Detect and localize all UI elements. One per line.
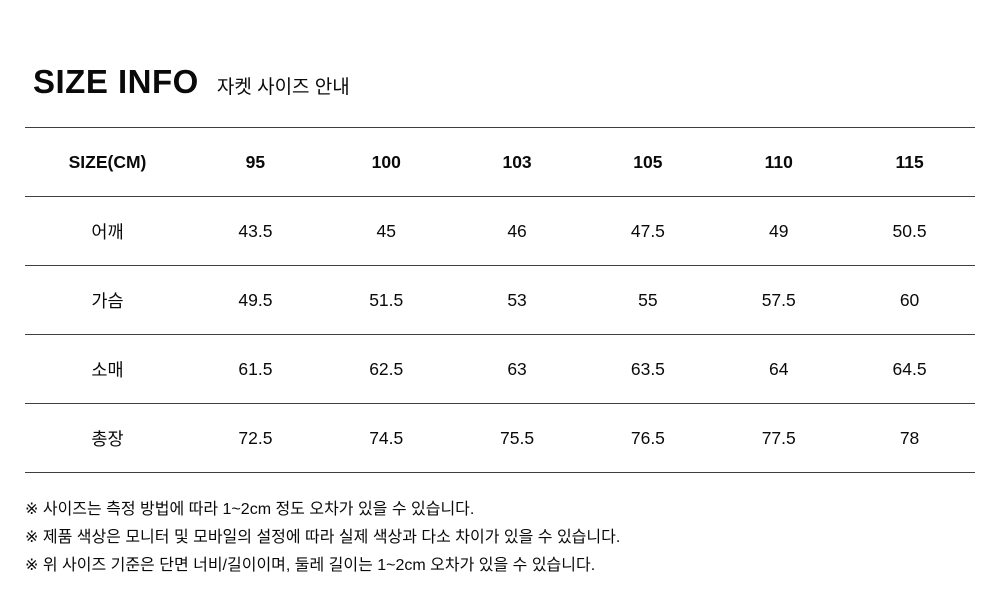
table-cell: 49 bbox=[713, 196, 845, 266]
table-row-chest: 가슴 49.5 51.5 53 55 57.5 60 bbox=[25, 265, 975, 335]
table-cell: 75.5 bbox=[451, 403, 583, 473]
table-row-shoulder: 어깨 43.5 45 46 47.5 49 50.5 bbox=[25, 196, 975, 266]
table-cell: 76.5 bbox=[582, 403, 714, 473]
table-cell: 77.5 bbox=[713, 403, 845, 473]
table-row-sleeve: 소매 61.5 62.5 63 63.5 64 64.5 bbox=[25, 334, 975, 404]
table-cell: 57.5 bbox=[713, 265, 845, 335]
table-cell: 63.5 bbox=[582, 334, 714, 404]
table-cell: 55 bbox=[582, 265, 714, 335]
table-header-row: SIZE(CM) 95 100 103 105 110 115 bbox=[25, 127, 975, 197]
footnotes: ※ 사이즈는 측정 방법에 따라 1~2cm 정도 오차가 있을 수 있습니다.… bbox=[25, 500, 1000, 575]
table-cell: 47.5 bbox=[582, 196, 714, 266]
footnote-size-tolerance: ※ 사이즈는 측정 방법에 따라 1~2cm 정도 오차가 있을 수 있습니다. bbox=[25, 501, 475, 518]
table-cell: 62.5 bbox=[320, 334, 452, 404]
footnote-color-difference: ※ 제품 색상은 모니터 및 모바일의 설정에 따라 실제 색상과 다소 차이가… bbox=[25, 529, 621, 546]
col-header-100: 100 bbox=[320, 127, 452, 197]
col-header-size-cm: SIZE(CM) bbox=[25, 127, 190, 197]
table-cell: 63 bbox=[451, 334, 583, 404]
table-cell: 64.5 bbox=[844, 334, 975, 404]
footnote-measurement-basis: ※ 위 사이즈 기준은 단면 너비/길이이며, 둘레 길이는 1~2cm 오차가… bbox=[25, 557, 596, 574]
table-cell: 50.5 bbox=[844, 196, 975, 266]
row-label-total-length: 총장 bbox=[25, 403, 190, 473]
table-cell: 64 bbox=[713, 334, 845, 404]
table-row-total-length: 총장 72.5 74.5 75.5 76.5 77.5 78 bbox=[25, 403, 975, 473]
col-header-95: 95 bbox=[190, 127, 321, 197]
col-header-115: 115 bbox=[844, 127, 975, 197]
table-cell: 78 bbox=[844, 403, 975, 473]
table-cell: 46 bbox=[451, 196, 583, 266]
table-cell: 74.5 bbox=[320, 403, 452, 473]
table-cell: 60 bbox=[844, 265, 975, 335]
row-label-sleeve: 소매 bbox=[25, 334, 190, 404]
table-cell: 51.5 bbox=[320, 265, 452, 335]
table-cell: 45 bbox=[320, 196, 452, 266]
table-cell: 49.5 bbox=[190, 265, 321, 335]
col-header-105: 105 bbox=[582, 127, 714, 197]
row-label-chest: 가슴 bbox=[25, 265, 190, 335]
col-header-110: 110 bbox=[713, 127, 845, 197]
page-subtitle: 자켓 사이즈 안내 bbox=[216, 77, 350, 98]
size-table: SIZE(CM) 95 100 103 105 110 115 어깨 43.5 … bbox=[25, 127, 975, 473]
table-cell: 61.5 bbox=[190, 334, 321, 404]
row-label-shoulder: 어깨 bbox=[25, 196, 190, 266]
section-header: SIZE INFO 자켓 사이즈 안내 bbox=[0, 0, 1000, 100]
table-cell: 53 bbox=[451, 265, 583, 335]
table-cell: 72.5 bbox=[190, 403, 321, 473]
table-cell: 43.5 bbox=[190, 196, 321, 266]
page-title: SIZE INFO bbox=[33, 63, 199, 100]
col-header-103: 103 bbox=[451, 127, 583, 197]
